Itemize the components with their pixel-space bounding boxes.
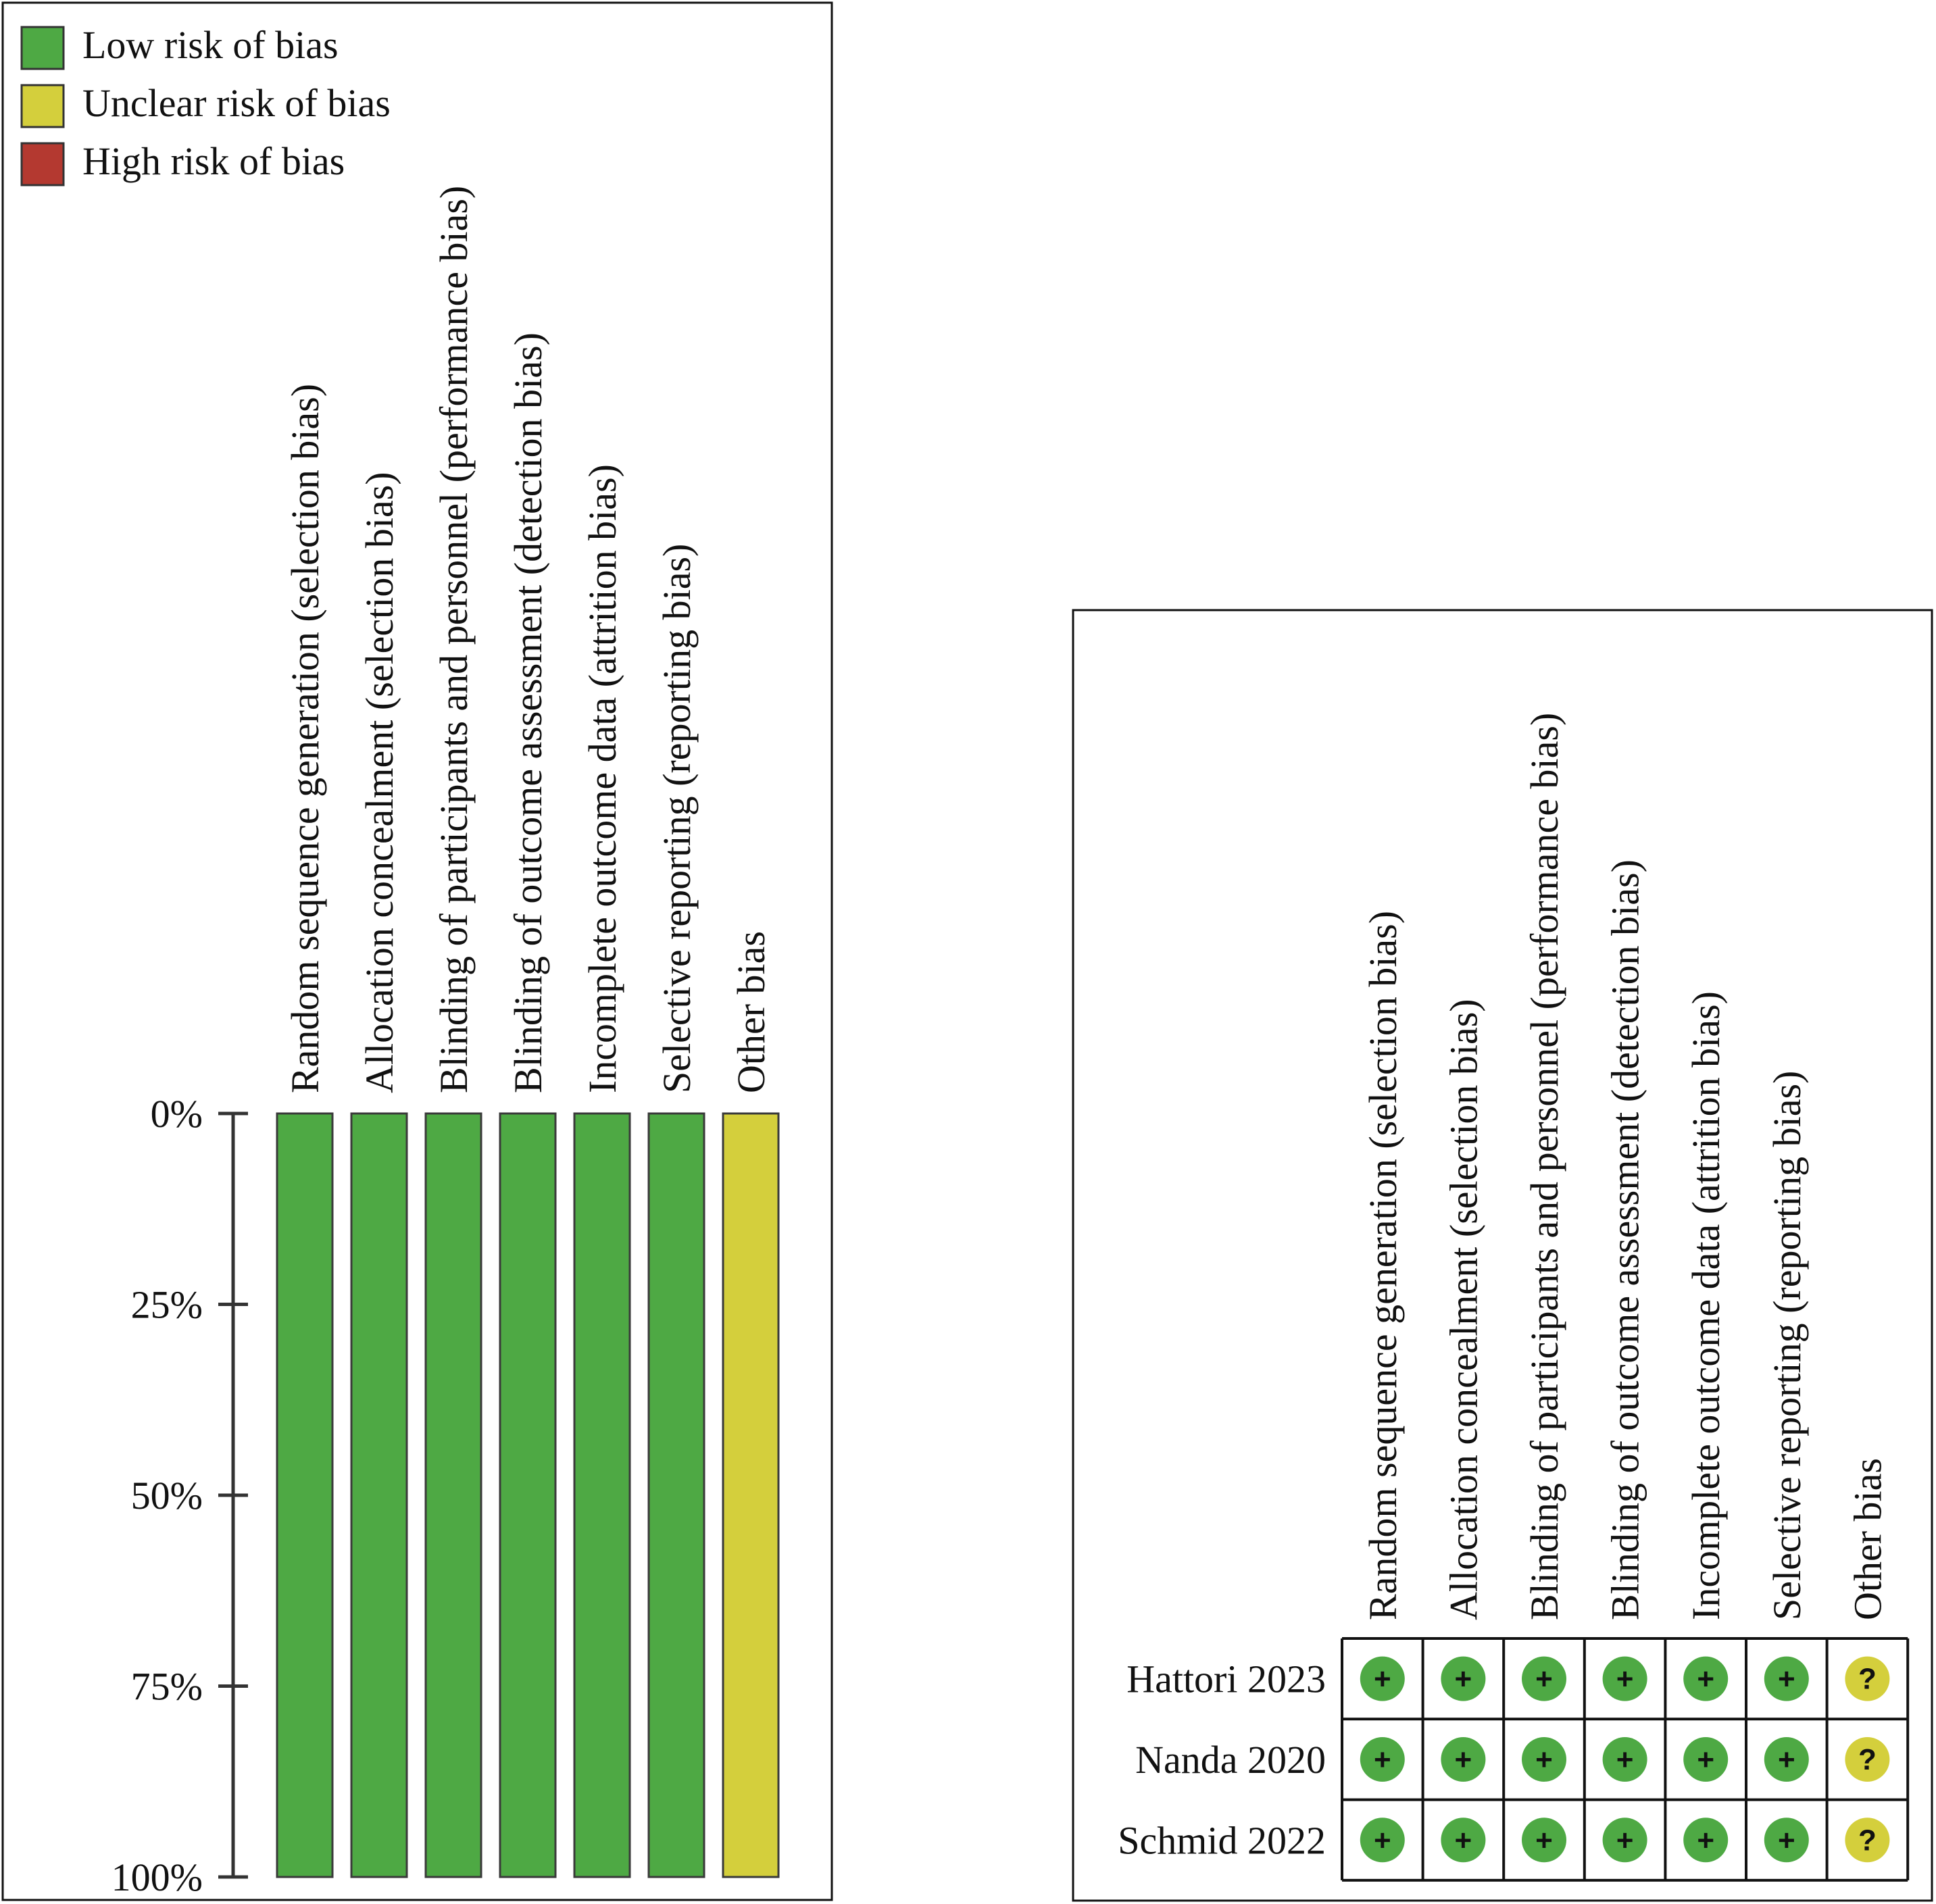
bar-segment: [573, 1112, 631, 1878]
legend-label-1: Unclear risk of bias: [82, 81, 391, 125]
x-category-label: Incomplete outcome data (attrition bias): [580, 464, 624, 1093]
judgement-circle: [1360, 1736, 1405, 1782]
column-header: Selective reporting (reporting bias): [1765, 1071, 1809, 1620]
judgement-circle: [1522, 1656, 1566, 1701]
judgement-symbol: +: [1697, 1743, 1714, 1776]
judgement-circle: [1845, 1818, 1890, 1863]
judgement-circle: [1522, 1818, 1566, 1863]
x-category-label: Blinding of participants and personnel (…: [432, 186, 476, 1093]
legend-swatch-2: [20, 142, 65, 186]
bar-segment: [499, 1112, 557, 1878]
study-label: Schmid 2022: [1118, 1818, 1326, 1862]
y-tick-label: 0%: [151, 1092, 203, 1136]
judgement-symbol: +: [1616, 1663, 1634, 1696]
column-header: Blinding of outcome assessment (detectio…: [1604, 859, 1647, 1620]
bar-segment: [350, 1112, 408, 1878]
legend-swatch-0: [20, 26, 65, 70]
judgement-circle: [1441, 1818, 1486, 1863]
column-header: Random sequence generation (selection bi…: [1361, 911, 1405, 1620]
judgement-circle: [1602, 1818, 1647, 1863]
bar-segment: [722, 1112, 780, 1878]
study-label: Nanda 2020: [1135, 1738, 1326, 1782]
judgement-symbol: +: [1455, 1663, 1472, 1696]
column-header: Incomplete outcome data (attrition bias): [1684, 991, 1728, 1620]
judgement-circle: [1845, 1736, 1890, 1782]
bar-segment: [647, 1112, 705, 1878]
judgement-symbol: +: [1374, 1824, 1391, 1857]
judgement-symbol: +: [1535, 1743, 1553, 1776]
bar-chart: 0% 25% 50% 75% 100% Random sequence generatio…: [111, 186, 780, 1899]
legend-swatch-1: [20, 84, 65, 128]
judgement-circle: [1360, 1818, 1405, 1863]
judgement-symbol: ?: [1858, 1663, 1877, 1696]
legend-label-0: Low risk of bias: [82, 23, 339, 67]
study-label: Hattori 2023: [1126, 1657, 1326, 1701]
judgement-symbol: +: [1616, 1743, 1634, 1776]
judgement-circle: [1602, 1736, 1647, 1782]
judgement-symbol: +: [1455, 1743, 1472, 1776]
judgement-circle: [1683, 1736, 1729, 1782]
judgement-symbol: ?: [1858, 1743, 1877, 1776]
y-tick-label: 75%: [131, 1665, 203, 1709]
y-tick-label: 25%: [131, 1283, 203, 1327]
judgement-symbol: +: [1535, 1824, 1553, 1857]
x-category-label: Blinding of outcome assessment (detectio…: [506, 332, 550, 1093]
judgement-symbol: +: [1374, 1743, 1391, 1776]
judgement-symbol: +: [1778, 1824, 1795, 1857]
risk-of-bias-graph-panel: Low risk of bias Unclear risk of bias High…: [1, 1, 833, 1901]
risk-of-bias-summary-panel: Random sequence generation (selection bi…: [1072, 609, 1933, 1902]
judgement-symbol: ?: [1858, 1824, 1877, 1857]
summary-table: Random sequence generation (selection bi…: [1118, 713, 1910, 1882]
x-category-label: Random sequence generation (selection bi…: [283, 384, 327, 1093]
judgement-symbol: +: [1455, 1824, 1472, 1857]
judgement-circle: [1602, 1656, 1647, 1701]
x-category-label: Other bias: [729, 931, 773, 1093]
y-tick-label: 50%: [131, 1474, 203, 1518]
judgement-symbol: +: [1535, 1663, 1553, 1696]
judgement-symbol: +: [1616, 1824, 1634, 1857]
judgement-circle: [1683, 1818, 1729, 1863]
judgement-circle: [1764, 1818, 1809, 1863]
summary-panel-border: [1072, 609, 1933, 1902]
judgement-circle: [1764, 1736, 1809, 1782]
legend-label-2: High risk of bias: [82, 139, 345, 183]
judgement-circle: [1522, 1736, 1566, 1782]
judgement-circle: [1845, 1656, 1890, 1701]
judgement-circle: [1441, 1736, 1486, 1782]
column-header: Blinding of participants and personnel (…: [1522, 713, 1566, 1620]
x-category-label: Selective reporting (reporting bias): [655, 544, 699, 1093]
judgement-circle: [1683, 1656, 1729, 1701]
legend: Low risk of bias Unclear risk of bias High…: [20, 23, 391, 186]
judgement-symbol: +: [1778, 1743, 1795, 1776]
bar-segment: [276, 1112, 334, 1878]
judgement-symbol: +: [1374, 1663, 1391, 1696]
judgement-symbol: +: [1697, 1663, 1714, 1696]
judgement-circle: [1441, 1656, 1486, 1701]
graph-panel-border: [1, 1, 833, 1901]
x-category-label: Allocation concealment (selection bias): [357, 472, 401, 1093]
y-tick-label: 100%: [111, 1855, 203, 1899]
judgement-circle: [1764, 1656, 1809, 1701]
judgement-symbol: +: [1778, 1663, 1795, 1696]
bar-segment: [424, 1112, 482, 1878]
judgement-circle: [1360, 1656, 1405, 1701]
column-header: Allocation concealment (selection bias): [1441, 999, 1485, 1620]
judgement-symbol: +: [1697, 1824, 1714, 1857]
column-header: Other bias: [1845, 1458, 1889, 1620]
